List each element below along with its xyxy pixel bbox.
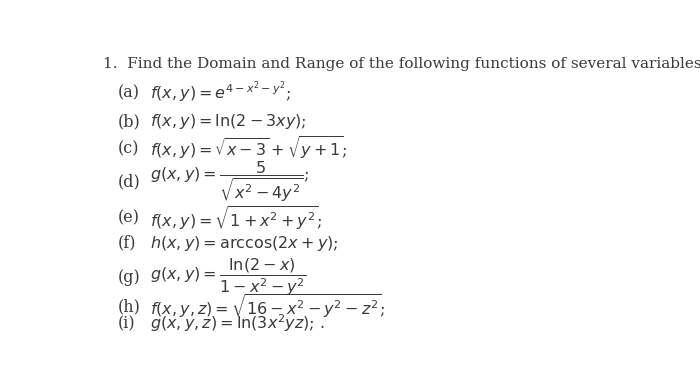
Text: (a): (a) bbox=[118, 84, 139, 101]
Text: $g(x, y) = \dfrac{\ln(2-x)}{1 - x^2 - y^2}$: $g(x, y) = \dfrac{\ln(2-x)}{1 - x^2 - y^… bbox=[150, 256, 307, 298]
Text: $g(x, y) = \dfrac{5}{\sqrt{x^2 - 4y^2}}$;: $g(x, y) = \dfrac{5}{\sqrt{x^2 - 4y^2}}$… bbox=[150, 160, 309, 204]
Text: (e): (e) bbox=[118, 209, 139, 227]
Text: (f): (f) bbox=[118, 235, 136, 252]
Text: (d): (d) bbox=[118, 173, 140, 190]
Text: (g): (g) bbox=[118, 269, 140, 286]
Text: $f(x, y, z) = \sqrt{16 - x^2 - y^2 - z^2}$;: $f(x, y, z) = \sqrt{16 - x^2 - y^2 - z^2… bbox=[150, 292, 386, 320]
Text: $f(x, y) = e^{4-x^2-y^2}$;: $f(x, y) = e^{4-x^2-y^2}$; bbox=[150, 80, 291, 105]
Text: (c): (c) bbox=[118, 140, 139, 157]
Text: (i): (i) bbox=[118, 315, 135, 332]
Text: $h(x, y) = \arccos(2x + y)$;: $h(x, y) = \arccos(2x + y)$; bbox=[150, 234, 339, 253]
Text: (h): (h) bbox=[118, 298, 140, 315]
Text: (b): (b) bbox=[118, 113, 140, 130]
Text: $g(x, y, z) = \ln(3x^2yz)$; .: $g(x, y, z) = \ln(3x^2yz)$; . bbox=[150, 312, 325, 334]
Text: $f(x, y) = \sqrt{x-3} + \sqrt{y+1}$;: $f(x, y) = \sqrt{x-3} + \sqrt{y+1}$; bbox=[150, 135, 348, 162]
Text: 1.  Find the Domain and Range of the following functions of several variables:: 1. Find the Domain and Range of the foll… bbox=[103, 57, 700, 71]
Text: $f(x, y) = \ln(2 - 3xy)$;: $f(x, y) = \ln(2 - 3xy)$; bbox=[150, 112, 307, 131]
Text: $f(x, y) = \sqrt{1 + x^2 + y^2}$;: $f(x, y) = \sqrt{1 + x^2 + y^2}$; bbox=[150, 204, 323, 232]
